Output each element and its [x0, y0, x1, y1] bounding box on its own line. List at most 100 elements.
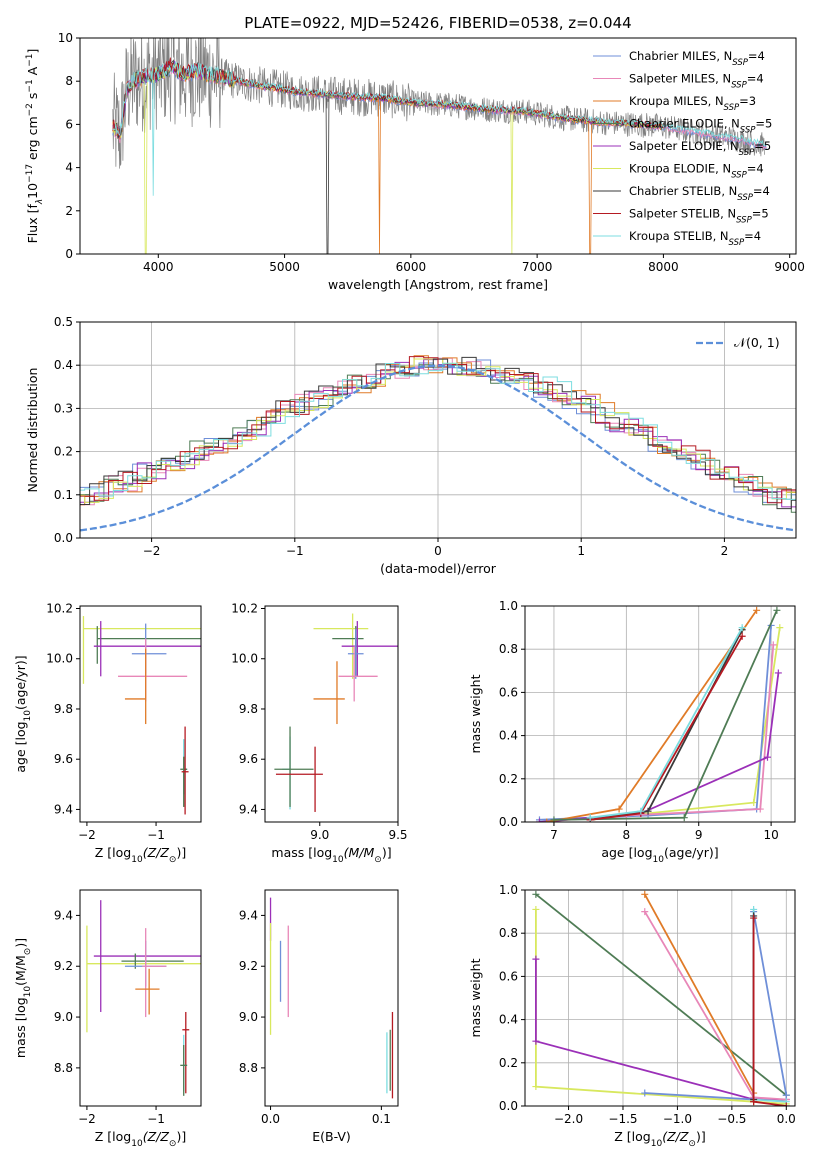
z-mass-panel: −2 −1 8.8 9.0 9.2 9.4 Z [log10(Z/Z⊙)] mass [log…	[13, 889, 202, 1149]
x-tick-label: 9.0	[310, 828, 329, 842]
y-tick-label: 8.8	[239, 1061, 258, 1075]
weight-marker-ks	[750, 905, 758, 913]
histogram-cs	[80, 356, 796, 510]
x-tick-label: 0.0	[777, 1112, 796, 1126]
x-tick-label: 9	[695, 828, 703, 842]
errorbar-ce	[274, 726, 314, 807]
errorbar-ce	[180, 756, 188, 807]
residuals-plot-area	[80, 355, 796, 532]
x-tick-label: 6000	[396, 260, 427, 274]
y-tick-label: 10	[58, 31, 73, 45]
plot-frame	[524, 605, 796, 823]
y-axis-label: mass [log10(M/M⊙)]	[13, 938, 33, 1058]
x-axis-label: E(B-V)	[312, 1129, 351, 1144]
model-spectrum-cs	[112, 59, 664, 254]
errorbar-sm	[118, 638, 188, 702]
model-spectrum-ks	[112, 61, 767, 196]
weight-marker-ke	[776, 624, 784, 632]
weight-line-cm	[539, 625, 772, 821]
y-tick-label: 0.6	[499, 969, 518, 983]
y-tick-label: 10.0	[46, 652, 73, 666]
weight-marker-ce	[680, 814, 688, 822]
plot-frame	[79, 889, 202, 1107]
plots-layer: 4000 5000 6000 7000 8000 90000246810wavelengt…	[13, 31, 805, 1149]
errorbar-ke	[82, 616, 201, 684]
weight-line-se	[535, 959, 787, 1101]
x-tick-label: −2	[78, 1112, 96, 1126]
weight-line-cm	[644, 911, 788, 1101]
x-tick-label: −1	[286, 544, 304, 558]
legend-label-ss: Salpeter STELIB, NSSP=5	[629, 207, 769, 226]
weight-marker-se	[535, 818, 543, 822]
z-mass-plot-area	[86, 900, 201, 1096]
histogram-ce	[80, 364, 796, 513]
mass-age-panel: 9.0 9.5 9.4 9.6 9.8 10.0 10.2 mass [log10(M/M⊙)…	[231, 602, 407, 865]
y-tick-label: 9.4	[54, 802, 73, 816]
y-tick-label: 0	[65, 247, 73, 261]
y-tick-label: 0.1	[54, 488, 73, 502]
errorbar-ce	[180, 1045, 188, 1096]
residuals-panel: −2 −1 0 1 2 0.0 0.1 0.2 0.3 0.4 0.5 (data-model)/er…	[25, 315, 797, 576]
x-tick-label: 5000	[269, 260, 300, 274]
x-axis-label: mass [log10(M/M⊙)]	[271, 845, 391, 865]
x-tick-label: −1.0	[663, 1112, 692, 1126]
errorbar-ss	[181, 726, 189, 815]
x-axis-label: Z [log10(Z/Z⊙)]	[95, 1129, 186, 1149]
x-tick-label: 4000	[143, 260, 174, 274]
ebv-mass-panel: 0.0 0.1 8.8 9.0 9.2 9.4 E(B-V)	[239, 889, 399, 1144]
weight-marker-ce	[532, 890, 540, 898]
x-tick-label: 0	[434, 544, 442, 558]
y-tick-label: 0.0	[54, 531, 73, 545]
errorbar-km	[124, 648, 147, 725]
errorbar-cm	[347, 628, 364, 679]
x-tick-label: 7000	[522, 260, 553, 274]
z-age-plot-area	[82, 616, 201, 815]
figure-title: PLATE=0922, MJD=52426, FIBERID=0538, z=0…	[244, 14, 631, 32]
weight-marker-se	[763, 753, 771, 761]
observed-spectrum	[112, 38, 765, 169]
y-tick-label: 10.2	[231, 602, 258, 616]
y-tick-label: 0.2	[54, 445, 73, 459]
weight-marker-ss	[750, 1098, 758, 1106]
x-tick-label: −2	[143, 544, 161, 558]
weight-line-ce	[535, 893, 787, 1096]
weight-line-cs	[589, 629, 743, 821]
y-axis-label: Normed distribution	[25, 368, 40, 493]
errorbar-sm	[338, 646, 378, 702]
z-weight-panel: −2.0 −1.5 −1.0 −0.5 0.0 0.0 0.2 0.4 0.6 0.8 1.0 Z […	[468, 883, 796, 1149]
x-tick-label: 8	[623, 828, 631, 842]
errorbar-se	[93, 900, 201, 1012]
weight-marker-ke	[750, 799, 758, 807]
y-tick-label: 0.6	[499, 685, 518, 699]
z-weight-plot-area	[532, 890, 790, 1106]
x-tick-label: −1.5	[608, 1112, 637, 1126]
weight-marker-cm	[782, 1091, 790, 1099]
x-axis-label: Z [log10(Z/Z⊙)]	[95, 845, 186, 865]
y-tick-label: 10.0	[231, 652, 258, 666]
x-tick-label: 9000	[774, 260, 805, 274]
y-tick-label: 0.5	[54, 315, 73, 329]
mass-age-plot-area	[274, 613, 398, 812]
y-tick-label: 9.0	[54, 1010, 73, 1024]
y-axis-label: Flux [fλ10−17 erg cm−2 s−1 A−1]	[25, 49, 45, 244]
x-tick-label: −1	[147, 828, 165, 842]
legend-label-ce: Chabrier ELODIE, NSSP=5	[629, 117, 772, 136]
x-tick-label: −2	[78, 828, 96, 842]
y-tick-label: 4	[65, 161, 73, 175]
plot-frame	[264, 889, 399, 1107]
y-axis-label: mass weight	[468, 958, 483, 1037]
weight-marker-se	[532, 955, 540, 963]
errorbar-cm	[131, 623, 167, 674]
y-tick-label: 0.0	[499, 815, 518, 829]
x-axis-label: wavelength [Angstrom, rest frame]	[328, 277, 548, 292]
y-tick-label: 2	[65, 204, 73, 218]
age-weight-panel: 7 8 9 10 0.0 0.2 0.4 0.6 0.8 1.0 age [log10(age/yr…	[468, 599, 796, 865]
weight-line-ks	[589, 627, 743, 819]
y-tick-label: 0.8	[499, 926, 518, 940]
x-tick-label: −2.0	[554, 1112, 583, 1126]
y-tick-label: 8	[65, 74, 73, 88]
plot-frame	[79, 37, 797, 255]
x-tick-label: 10	[763, 828, 778, 842]
weight-line-ce	[553, 609, 778, 821]
x-tick-label: 7	[550, 828, 558, 842]
